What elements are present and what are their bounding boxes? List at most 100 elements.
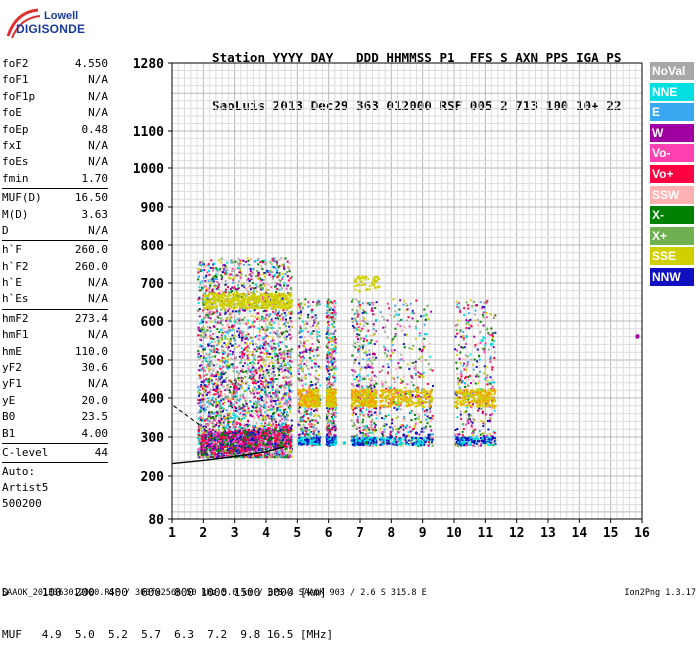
echo-dot — [241, 335, 243, 337]
echo-dot — [265, 385, 267, 387]
echo-dot — [299, 317, 301, 319]
echo-dot — [215, 301, 217, 303]
echo-dot — [203, 435, 205, 437]
echo-dot — [267, 326, 269, 328]
echo-dot — [290, 427, 292, 429]
echo-dot — [238, 345, 240, 347]
echo-dot — [269, 332, 271, 334]
echo-dot — [202, 311, 204, 313]
echo-dot — [272, 271, 274, 273]
echo-dot — [215, 373, 217, 375]
echo-dot — [204, 398, 206, 400]
echo-dot — [210, 313, 212, 315]
echo-dot — [269, 385, 271, 387]
echo-dot — [275, 434, 277, 436]
echo-dot — [265, 380, 267, 382]
echo-dot — [284, 456, 286, 458]
echo-dot — [281, 397, 283, 399]
echo-dot — [272, 389, 274, 391]
echo-dot — [275, 296, 277, 298]
echo-dot — [232, 434, 234, 436]
echo-dot — [285, 330, 287, 332]
echo-dot — [232, 404, 234, 406]
echo-dot — [218, 284, 220, 286]
echo-dot — [232, 261, 234, 263]
echo-dot — [263, 293, 265, 295]
echo-dot — [281, 422, 283, 424]
echo-dot — [212, 386, 214, 388]
echo-dot — [241, 339, 243, 341]
echo-dot — [212, 432, 214, 434]
echo-dot — [288, 436, 290, 438]
echo-dot — [261, 303, 263, 305]
echo-dot — [259, 395, 261, 397]
echo-dot — [278, 258, 280, 260]
echo-dot — [201, 434, 203, 436]
echo-dot — [289, 369, 291, 371]
echo-dot — [290, 434, 292, 436]
echo-dot — [268, 417, 270, 419]
echo-dot — [249, 377, 251, 379]
echo-dot — [225, 284, 227, 286]
echo-dot — [249, 264, 251, 266]
echo-dot — [289, 360, 291, 362]
echo-dot — [239, 352, 241, 354]
echo-dot — [254, 300, 256, 302]
echo-dot — [228, 277, 230, 279]
echo-dot — [214, 341, 216, 343]
echo-dot — [218, 400, 220, 402]
echo-dot — [262, 374, 264, 376]
echo-dot — [288, 326, 290, 328]
echo-dot — [197, 271, 199, 273]
echo-dot — [272, 384, 274, 386]
echo-dot — [199, 328, 201, 330]
echo-dot — [257, 285, 259, 287]
echo-dot — [269, 275, 271, 277]
echo-dot — [235, 356, 237, 358]
echo-dot — [198, 286, 200, 288]
echo-dot — [227, 348, 229, 350]
echo-dot — [288, 293, 290, 295]
echo-dot — [298, 421, 300, 423]
echo-dot — [279, 401, 281, 403]
echo-dot — [230, 398, 232, 400]
echo-dot — [213, 294, 215, 296]
echo-dot — [221, 267, 223, 269]
echo-dot — [270, 456, 272, 458]
echo-dot — [256, 406, 258, 408]
echo-dot — [224, 327, 226, 329]
echo-dot — [205, 277, 207, 279]
echo-dot — [280, 280, 282, 282]
echo-dot — [283, 266, 285, 268]
echo-dot — [254, 316, 256, 318]
echo-dot — [242, 377, 244, 379]
echo-dot — [286, 392, 288, 394]
echo-dot — [204, 304, 206, 306]
echo-dot — [220, 391, 222, 393]
echo-dot — [197, 448, 199, 450]
echo-dot — [203, 388, 205, 390]
echo-dot — [267, 395, 269, 397]
echo-dot — [222, 410, 224, 412]
echo-dot — [248, 410, 250, 412]
echo-dot — [278, 266, 280, 268]
echo-dot — [244, 424, 246, 426]
echo-dot — [268, 382, 270, 384]
echo-dot — [253, 374, 255, 376]
echo-dot — [281, 341, 283, 343]
echo-dot — [271, 293, 273, 295]
echo-dot — [221, 296, 223, 298]
echo-dot — [261, 448, 263, 450]
echo-dot — [274, 454, 276, 456]
echo-dot — [217, 286, 219, 288]
echo-dot — [221, 359, 223, 361]
echo-dot — [214, 419, 216, 421]
echo-dot — [289, 334, 291, 336]
echo-dot — [279, 341, 281, 343]
echo-dot — [245, 275, 247, 277]
echo-dot — [253, 429, 255, 431]
echo-dot — [309, 326, 311, 328]
echo-dot — [257, 403, 259, 405]
echo-dot — [319, 346, 321, 348]
echo-dot — [243, 353, 245, 355]
